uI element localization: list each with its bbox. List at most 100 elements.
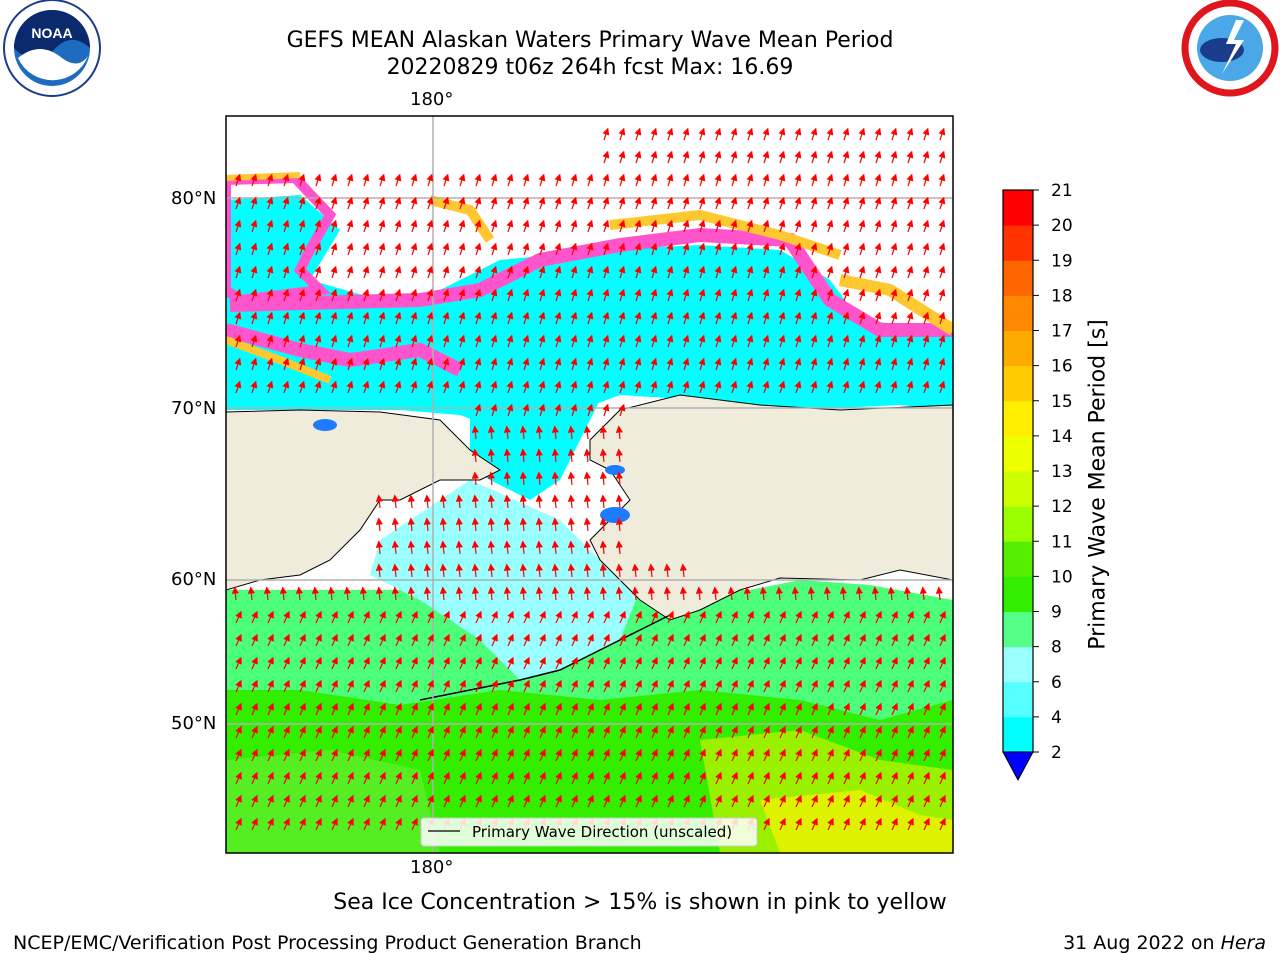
wave-arrow xyxy=(891,610,898,624)
wave-arrow xyxy=(922,265,930,279)
wave-arrow xyxy=(938,196,946,210)
wave-arrow xyxy=(570,219,578,233)
wave-arrow xyxy=(567,494,575,509)
wave-arrow xyxy=(615,517,623,532)
wave-arrow xyxy=(363,633,370,647)
wave-arrow xyxy=(746,219,754,233)
wave-arrow xyxy=(586,334,594,348)
wave-arrow xyxy=(666,242,674,256)
lat-label-70: 70°N xyxy=(171,398,217,419)
wave-arrow xyxy=(267,610,274,624)
wave-arrow xyxy=(651,656,658,670)
wave-arrow xyxy=(938,357,946,371)
wave-arrow xyxy=(778,242,786,256)
wave-arrow xyxy=(379,771,386,785)
wave-arrow xyxy=(554,334,562,348)
wave-arrow xyxy=(603,679,610,693)
wave-arrow xyxy=(811,748,818,762)
wave-arrow xyxy=(858,380,866,394)
wave-arrow xyxy=(331,771,338,785)
wave-arrow xyxy=(795,771,802,785)
wave-arrow xyxy=(890,357,898,371)
wave-arrow xyxy=(235,633,242,647)
wave-arrow xyxy=(523,679,530,693)
wave-arrow xyxy=(503,494,511,509)
wave-arrow xyxy=(682,173,690,187)
wave-arrow xyxy=(650,357,658,371)
wave-arrow xyxy=(571,771,578,785)
wave-arrow xyxy=(763,610,770,624)
wave-arrow xyxy=(922,334,930,348)
wave-arrow xyxy=(234,242,242,256)
wave-arrow xyxy=(394,380,402,394)
wave-arrow xyxy=(427,771,434,785)
wave-arrow xyxy=(842,242,850,256)
wave-arrow xyxy=(746,127,754,141)
wave-arrow xyxy=(939,656,946,670)
wave-arrow xyxy=(538,380,546,394)
wave-arrow xyxy=(827,610,834,624)
wave-arrow xyxy=(875,656,882,670)
wave-arrow xyxy=(602,127,610,141)
wave-arrow xyxy=(346,334,354,348)
wave-arrow xyxy=(666,334,674,348)
wave-arrow xyxy=(794,265,802,279)
wave-arrow xyxy=(359,586,367,601)
wave-arrow xyxy=(599,448,607,463)
colorbar-band xyxy=(1003,260,1033,296)
wave-arrow xyxy=(235,817,242,831)
wave-arrow xyxy=(663,563,671,578)
wave-arrow xyxy=(443,794,450,808)
wave-arrow xyxy=(427,725,434,739)
wave-arrow xyxy=(699,679,706,693)
wave-arrow xyxy=(234,380,242,394)
wave-arrow xyxy=(426,334,434,348)
wave-arrow xyxy=(599,563,607,578)
wave-arrow xyxy=(411,817,418,831)
wave-arrow xyxy=(827,702,834,716)
wave-arrow xyxy=(571,748,578,762)
wave-arrow xyxy=(282,311,290,325)
wave-arrow xyxy=(778,288,786,302)
wave-arrow xyxy=(730,173,738,187)
colorbar-tick-label: 13 xyxy=(1051,462,1073,482)
wave-arrow xyxy=(491,610,498,624)
wave-arrow xyxy=(427,702,434,716)
wave-arrow xyxy=(714,242,722,256)
wave-arrow xyxy=(634,380,642,394)
wave-arrow xyxy=(410,311,418,325)
wave-arrow xyxy=(235,610,242,624)
wave-arrow xyxy=(923,771,930,785)
wave-arrow xyxy=(843,771,850,785)
lat-label-50: 50°N xyxy=(171,713,217,734)
wave-arrow xyxy=(778,150,786,164)
wave-arrow xyxy=(586,403,594,417)
wave-arrow xyxy=(778,265,786,279)
wave-arrow xyxy=(858,357,866,371)
wave-arrow xyxy=(586,265,594,279)
wave-arrow xyxy=(490,403,498,417)
wave-arrow xyxy=(743,586,751,601)
footer-date: 31 Aug 2022 on Hera xyxy=(1063,932,1266,954)
wave-arrow xyxy=(375,586,383,601)
wave-arrow xyxy=(890,380,898,394)
wave-arrow xyxy=(874,380,882,394)
wave-arrow xyxy=(683,725,690,739)
wave-arrow xyxy=(519,471,527,486)
wave-arrow xyxy=(570,196,578,210)
wave-arrow xyxy=(874,334,882,348)
wave-arrow xyxy=(459,656,466,670)
wave-arrow xyxy=(487,448,495,463)
wave-arrow xyxy=(906,150,914,164)
wave-arrow xyxy=(378,334,386,348)
map-title: GEFS MEAN Alaskan Waters Primary Wave Me… xyxy=(286,28,894,53)
wave-arrow xyxy=(842,127,850,141)
wave-arrow xyxy=(599,494,607,509)
wave-arrow xyxy=(858,334,866,348)
wave-arrow xyxy=(263,586,271,601)
wave-arrow xyxy=(747,702,754,716)
wave-arrow xyxy=(506,173,514,187)
wave-arrow xyxy=(346,265,354,279)
wave-arrow xyxy=(487,425,495,440)
wave-arrow xyxy=(250,311,258,325)
